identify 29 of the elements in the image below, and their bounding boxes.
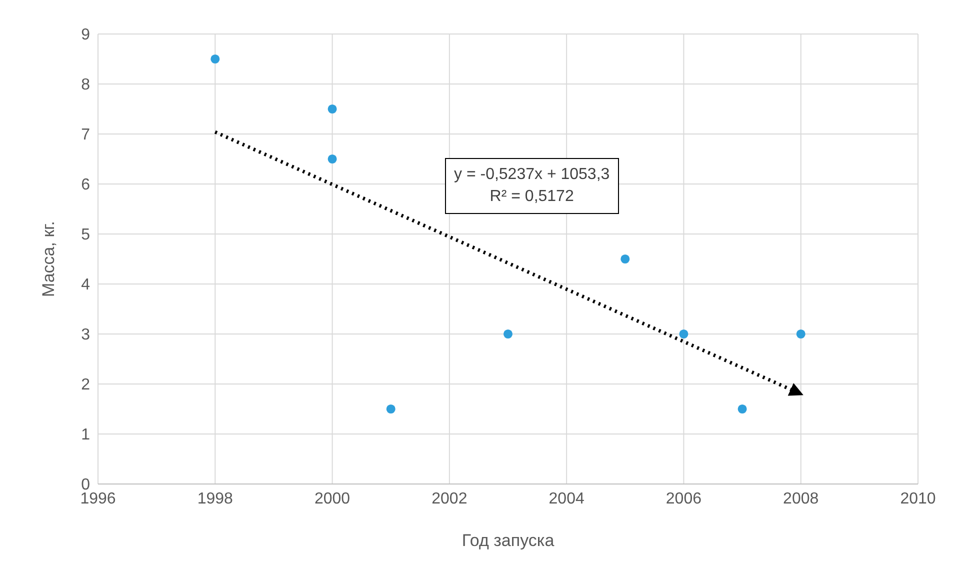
point [679, 329, 688, 339]
x-tick-label: 2010 [900, 490, 936, 508]
y-tick-label: 2 [81, 376, 90, 394]
x-tick-label: 2006 [666, 490, 702, 508]
annotation: y = -0,5237x + 1053,3 [454, 165, 610, 185]
y-tick-label: 6 [81, 176, 90, 194]
annotation: R² = 0,5172 [488, 187, 575, 207]
y-tick-label: 7 [81, 126, 90, 144]
point [210, 54, 220, 64]
point [738, 404, 747, 414]
y-tick-label: 4 [81, 276, 90, 294]
point [386, 404, 396, 414]
y-tick-label: 1 [81, 426, 90, 444]
x-axis-title: Год запуска [462, 531, 555, 550]
point [328, 154, 337, 164]
y-tick-label: 5 [81, 226, 90, 244]
y-tick-label: 9 [81, 26, 90, 44]
x-tick-label: 2008 [783, 490, 819, 508]
point [503, 329, 513, 339]
x-tick-label: 1998 [197, 490, 234, 508]
y-axis-title: Масса, кг. [39, 221, 58, 297]
x-tick-label: 2004 [548, 490, 584, 508]
point [796, 329, 806, 339]
y-tick-label: 8 [81, 76, 90, 94]
point [620, 254, 630, 264]
y-tick-label: 3 [81, 326, 90, 344]
point [328, 104, 337, 114]
x-tick-label: 2002 [432, 490, 468, 508]
x-tick-label: 2000 [314, 490, 350, 508]
